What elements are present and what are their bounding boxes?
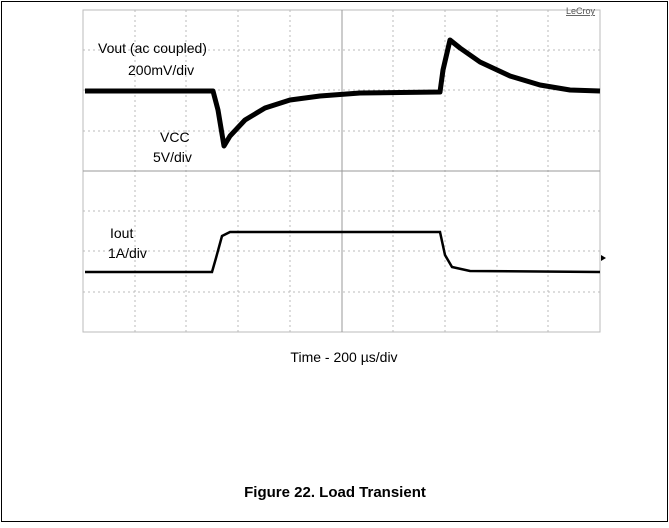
time-label: Time - 200 µs/div xyxy=(290,349,397,365)
trigger-marker xyxy=(601,255,606,261)
vout-scale: 200mV/div xyxy=(128,62,194,78)
caption: Figure 22. Load Transient xyxy=(244,484,426,501)
brand: LeCroy xyxy=(566,6,596,16)
iout-trace xyxy=(85,230,601,274)
scope-grid xyxy=(82,9,601,333)
iout-scale: 1A/div xyxy=(108,245,147,261)
vout-trace xyxy=(85,37,601,149)
vcc-scale: 5V/div xyxy=(153,149,192,165)
iout-label: Iout xyxy=(110,225,133,241)
vcc-label: VCC xyxy=(160,129,190,145)
vout-label: Vout (ac coupled) xyxy=(98,40,207,56)
